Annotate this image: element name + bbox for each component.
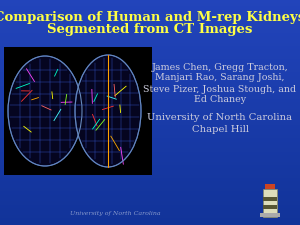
Text: Chapel Hill: Chapel Hill [191,124,248,133]
Ellipse shape [8,56,82,166]
Text: Steve Pizer, Joshua Stough, and: Steve Pizer, Joshua Stough, and [143,85,297,94]
Bar [260,213,280,217]
Text: Manjari Rao, Sarang Joshi,: Manjari Rao, Sarang Joshi, [155,74,285,83]
Text: University of North Carolina: University of North Carolina [147,113,292,122]
Text: Segmented from CT Images: Segmented from CT Images [47,23,253,36]
Text: University of North Carolina: University of North Carolina [70,211,160,216]
Bar [263,189,277,217]
Bar [263,205,277,209]
Bar [265,184,275,189]
Text: James Chen, Gregg Tracton,: James Chen, Gregg Tracton, [152,63,288,72]
Bar [263,197,277,201]
Text: Comparison of Human and M-rep Kidneys: Comparison of Human and M-rep Kidneys [0,11,300,25]
Text: Ed Chaney: Ed Chaney [194,95,246,104]
Ellipse shape [75,55,141,167]
Bar [4,47,152,175]
